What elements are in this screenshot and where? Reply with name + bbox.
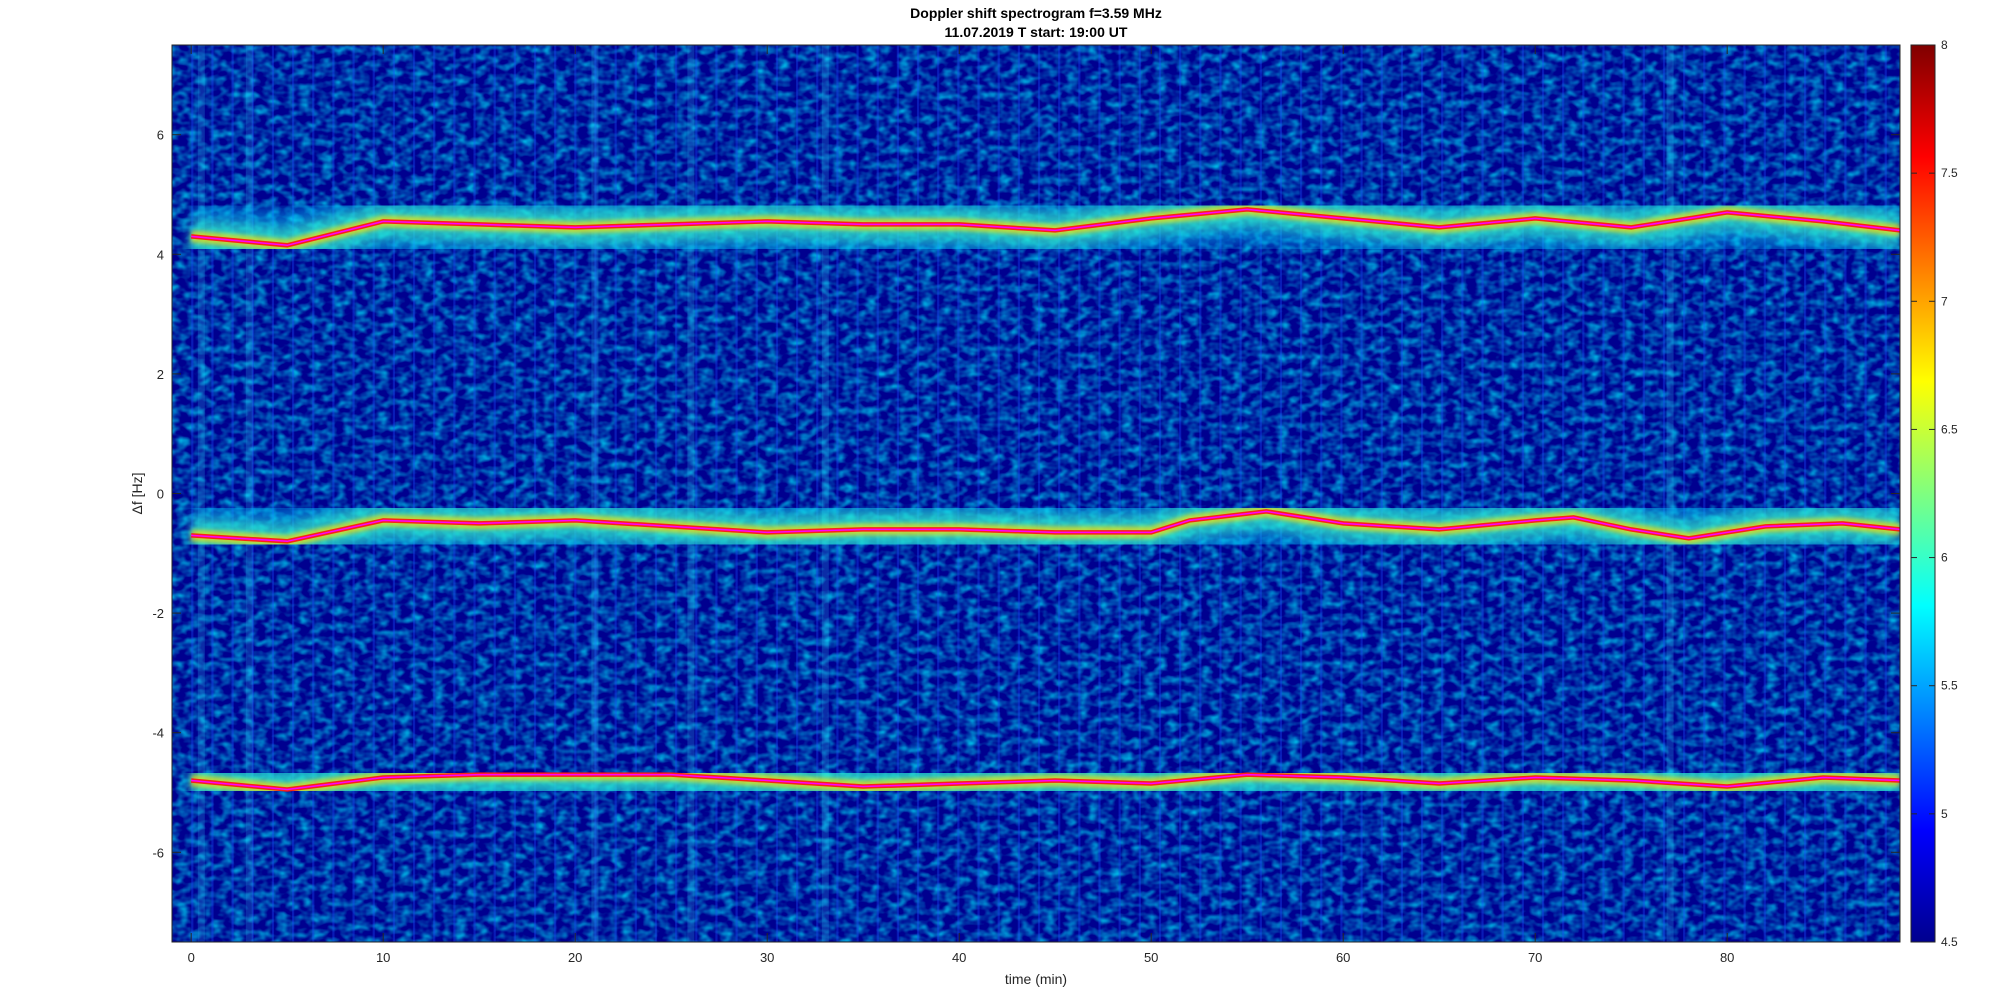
x-tick-label: 80 [1720, 950, 1734, 965]
time-stripe [816, 45, 819, 942]
time-stripe [1118, 45, 1121, 942]
y-tick-label: -6 [152, 845, 164, 860]
colorbar-tick-label: 5.5 [1941, 679, 1958, 693]
time-stripe [775, 45, 779, 942]
x-tick-label: 30 [760, 950, 774, 965]
trace-line-1 [191, 510, 1900, 543]
colorbar-ticks: 4.5 5 5.5 6 6.5 7 7.5 8 [1911, 38, 1958, 949]
time-stripe [1441, 45, 1444, 942]
colorbar-tick-label: 7.5 [1941, 166, 1958, 180]
time-stripe [1662, 45, 1666, 942]
y-tick-label: -4 [152, 726, 164, 741]
time-stripe [735, 45, 738, 942]
bright-stripe [245, 45, 253, 942]
chart-subtitle: 11.07.2019 T start: 19:00 UT [945, 24, 1128, 40]
time-stripe [1078, 45, 1081, 942]
colorbar: 4.5 5 5.5 6 6.5 7 7.5 8 [1910, 38, 1958, 949]
time-stripe [896, 45, 899, 942]
time-stripe [1743, 45, 1746, 942]
x-tick-label: 70 [1528, 950, 1542, 965]
time-stripe [1017, 45, 1020, 942]
x-tick-label: 0 [188, 950, 195, 965]
colorbar-tick-label: 4.5 [1941, 935, 1958, 949]
y-tick-label: -2 [152, 606, 164, 621]
chart-title: Doppler shift spectrogram f=3.59 MHz [910, 5, 1162, 21]
time-stripe [211, 45, 214, 942]
time-stripe [312, 45, 315, 942]
y-tick-label: 0 [157, 487, 164, 502]
time-stripe [916, 45, 920, 942]
x-axis-ticks: 0 10 20 30 40 50 60 70 80 [188, 45, 1734, 965]
bright-stripe [821, 45, 829, 942]
time-stripe [997, 45, 1000, 942]
time-stripe [1683, 45, 1686, 942]
time-stripe [1058, 45, 1061, 942]
colorbar-tick-label: 7 [1941, 294, 1948, 308]
colorbar-tick-label: 6 [1941, 551, 1948, 565]
time-stripe [836, 45, 839, 942]
y-axis-label: Δf [Hz] [129, 472, 145, 514]
time-stripe [1703, 45, 1706, 942]
y-axis-ticks: -6 -4 -2 0 2 4 6 [152, 128, 1900, 860]
y-tick-label: 4 [157, 247, 164, 262]
time-stripe [1138, 45, 1141, 942]
bright-stripe [197, 45, 205, 942]
time-stripe [977, 45, 980, 942]
time-stripe [1037, 45, 1041, 942]
colorbar-gradient [1910, 44, 1936, 943]
x-tick-label: 60 [1336, 950, 1350, 965]
trace-line-2 [191, 773, 1900, 791]
colorbar-tick-label: 8 [1941, 38, 1948, 52]
x-tick-label: 40 [952, 950, 966, 965]
time-stripe [1098, 45, 1101, 942]
time-stripe [191, 45, 194, 942]
plot-area [172, 45, 1900, 942]
time-stripe [1723, 45, 1726, 942]
time-stripe [1642, 45, 1645, 942]
time-stripe [251, 45, 254, 942]
time-stripe [715, 45, 718, 942]
x-tick-label: 10 [376, 950, 390, 965]
trace-line-0 [191, 208, 1900, 247]
time-stripe [957, 45, 960, 942]
colorbar-tick-label: 6.5 [1941, 422, 1958, 436]
x-axis-label: time (min) [1005, 971, 1067, 987]
y-tick-label: 6 [157, 128, 164, 143]
x-tick-label: 50 [1144, 950, 1158, 965]
time-stripe [937, 45, 940, 942]
y-tick-label: 2 [157, 367, 164, 382]
bright-stripe [1666, 45, 1674, 942]
time-stripe [332, 45, 335, 942]
time-stripe [856, 45, 859, 942]
time-stripe [876, 45, 879, 942]
time-stripe [755, 45, 758, 942]
doppler-traces [190, 207, 1900, 792]
time-stripe [231, 45, 234, 942]
x-tick-label: 20 [568, 950, 582, 965]
time-stripe [796, 45, 799, 942]
time-stripe [271, 45, 275, 942]
colorbar-tick-label: 5 [1941, 807, 1948, 821]
time-stripe [292, 45, 295, 942]
